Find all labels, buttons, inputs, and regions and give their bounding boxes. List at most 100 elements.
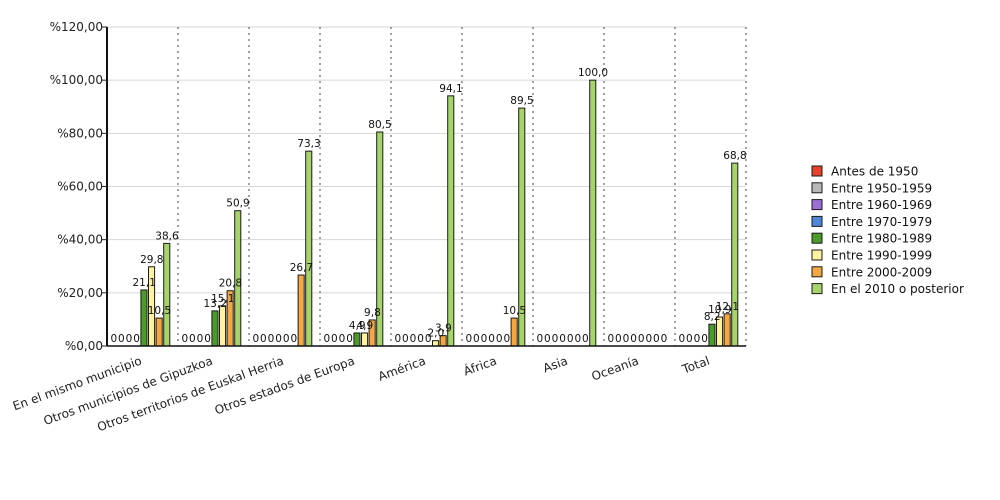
- data-label: 0: [559, 333, 566, 345]
- y-tick-label: %20,00: [57, 286, 103, 300]
- data-label: 10,5: [148, 305, 171, 317]
- bar: [297, 274, 305, 347]
- data-label: 20,8: [219, 278, 242, 290]
- gridlines: [107, 26, 746, 294]
- data-label: 15,1: [211, 293, 234, 305]
- data-label: 0: [465, 333, 472, 345]
- bar: [510, 317, 518, 347]
- data-label: 0: [567, 333, 574, 345]
- data-label: 0: [686, 333, 693, 345]
- bar: [155, 317, 163, 347]
- data-label: 0: [574, 333, 581, 345]
- data-label: 3,9: [435, 323, 452, 335]
- data-label: 10,9: [708, 304, 731, 316]
- x-category-label: África: [461, 353, 498, 379]
- data-label: 68,8: [723, 150, 746, 162]
- data-label: 0: [694, 333, 701, 345]
- data-labels: 0 0 0 021,129,810,538,60 0 0 013,215,120,850,9…: [110, 67, 746, 345]
- data-label: 0: [402, 333, 409, 345]
- bar: [708, 323, 716, 347]
- data-label: 0: [417, 333, 424, 345]
- data-label: 8,2: [704, 311, 721, 323]
- data-label: 12,1: [716, 301, 739, 313]
- bar: [361, 332, 369, 347]
- data-label: 0: [582, 333, 589, 345]
- data-label: 73,3: [297, 138, 320, 150]
- legend-swatch: [811, 199, 823, 211]
- y-tick-label: %100,00: [50, 73, 103, 87]
- data-label: 0: [189, 333, 196, 345]
- data-label: 80,5: [368, 119, 391, 131]
- data-label: 0: [268, 333, 275, 345]
- x-category-label: Otros estados de Europa: [213, 354, 357, 418]
- data-label: 38,6: [155, 230, 179, 242]
- data-label: 0: [544, 333, 551, 345]
- data-label: 9,8: [364, 307, 381, 319]
- data-label: 0: [552, 333, 559, 345]
- data-label: 0: [346, 333, 353, 345]
- data-label: 0: [488, 333, 495, 345]
- legend-label: Entre 1970-1979: [831, 215, 932, 229]
- legend-swatch: [811, 232, 823, 244]
- data-label: 0: [607, 333, 614, 345]
- data-label: 0: [394, 333, 401, 345]
- data-label: 0: [118, 333, 125, 345]
- x-category-label: América: [376, 354, 427, 384]
- data-label: 4,9: [356, 320, 373, 332]
- bar: [211, 310, 219, 347]
- data-label: 0: [425, 333, 432, 345]
- data-label: 0: [331, 333, 338, 345]
- legend-swatch: [811, 165, 823, 177]
- data-label: 0: [623, 333, 630, 345]
- legend-label: Entre 1960-1969: [831, 198, 932, 212]
- data-label: 0: [638, 333, 645, 345]
- x-category-label: Oceanía: [590, 354, 641, 384]
- data-label: 0: [126, 333, 133, 345]
- data-label: 0: [252, 333, 259, 345]
- bar: [140, 289, 148, 347]
- legend: Antes de 1950 Entre 1950-1959 Entre 1960-1…: [811, 165, 964, 296]
- data-label: 0: [323, 333, 330, 345]
- bar: [305, 150, 313, 347]
- data-label: 0: [630, 333, 637, 345]
- y-axis-ticks: %0,00 %20,00 %40,00 %60,00 %80,00 %100,00 %120…: [50, 20, 107, 353]
- y-tick-label: %120,00: [50, 20, 103, 34]
- data-label: 29,8: [140, 254, 163, 266]
- data-label: 13,2: [204, 298, 227, 310]
- data-label: 0: [275, 333, 282, 345]
- legend-label: Entre 1980-1989: [831, 232, 932, 246]
- x-category-label: Asia: [541, 354, 569, 376]
- data-label: 0: [653, 333, 660, 345]
- legend-swatch: [811, 249, 823, 261]
- legend-label: Entre 1950-1959: [831, 181, 932, 195]
- legend-swatch: [811, 215, 823, 227]
- bar: [723, 313, 731, 347]
- data-label: 10,5: [503, 305, 526, 317]
- data-label: 0: [260, 333, 267, 345]
- data-label: 0: [290, 333, 297, 345]
- data-label: 0: [110, 333, 117, 345]
- legend-swatch: [811, 182, 823, 194]
- bar: [589, 79, 597, 347]
- data-label: 0: [197, 333, 204, 345]
- bar: [353, 332, 361, 347]
- data-label: 0: [283, 333, 290, 345]
- data-label: 0: [503, 333, 510, 345]
- data-label: 0: [536, 333, 543, 345]
- legend-label: Antes de 1950: [831, 165, 918, 179]
- category-separators: [177, 27, 747, 346]
- data-label: 0: [481, 333, 488, 345]
- bars-layer: [140, 79, 739, 347]
- data-label: 89,5: [510, 95, 533, 107]
- legend-label: Entre 1990-1999: [831, 249, 932, 263]
- data-label: 0: [133, 333, 140, 345]
- data-label: 21,1: [133, 277, 156, 289]
- data-label: 50,9: [226, 198, 249, 210]
- data-label: 0: [339, 333, 346, 345]
- data-label: 0: [678, 333, 685, 345]
- y-tick-label: %40,00: [57, 233, 103, 247]
- legend-label: En el 2010 o posterior: [831, 282, 964, 296]
- bar: [219, 305, 227, 347]
- y-tick-label: %0,00: [65, 339, 103, 353]
